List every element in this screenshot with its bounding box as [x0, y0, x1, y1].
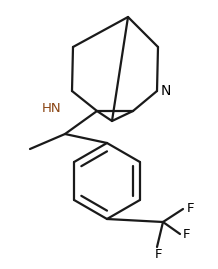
Text: N: N: [161, 84, 171, 98]
Text: F: F: [183, 228, 191, 240]
Text: HN: HN: [42, 102, 62, 115]
Text: F: F: [186, 201, 194, 214]
Text: F: F: [154, 247, 162, 260]
